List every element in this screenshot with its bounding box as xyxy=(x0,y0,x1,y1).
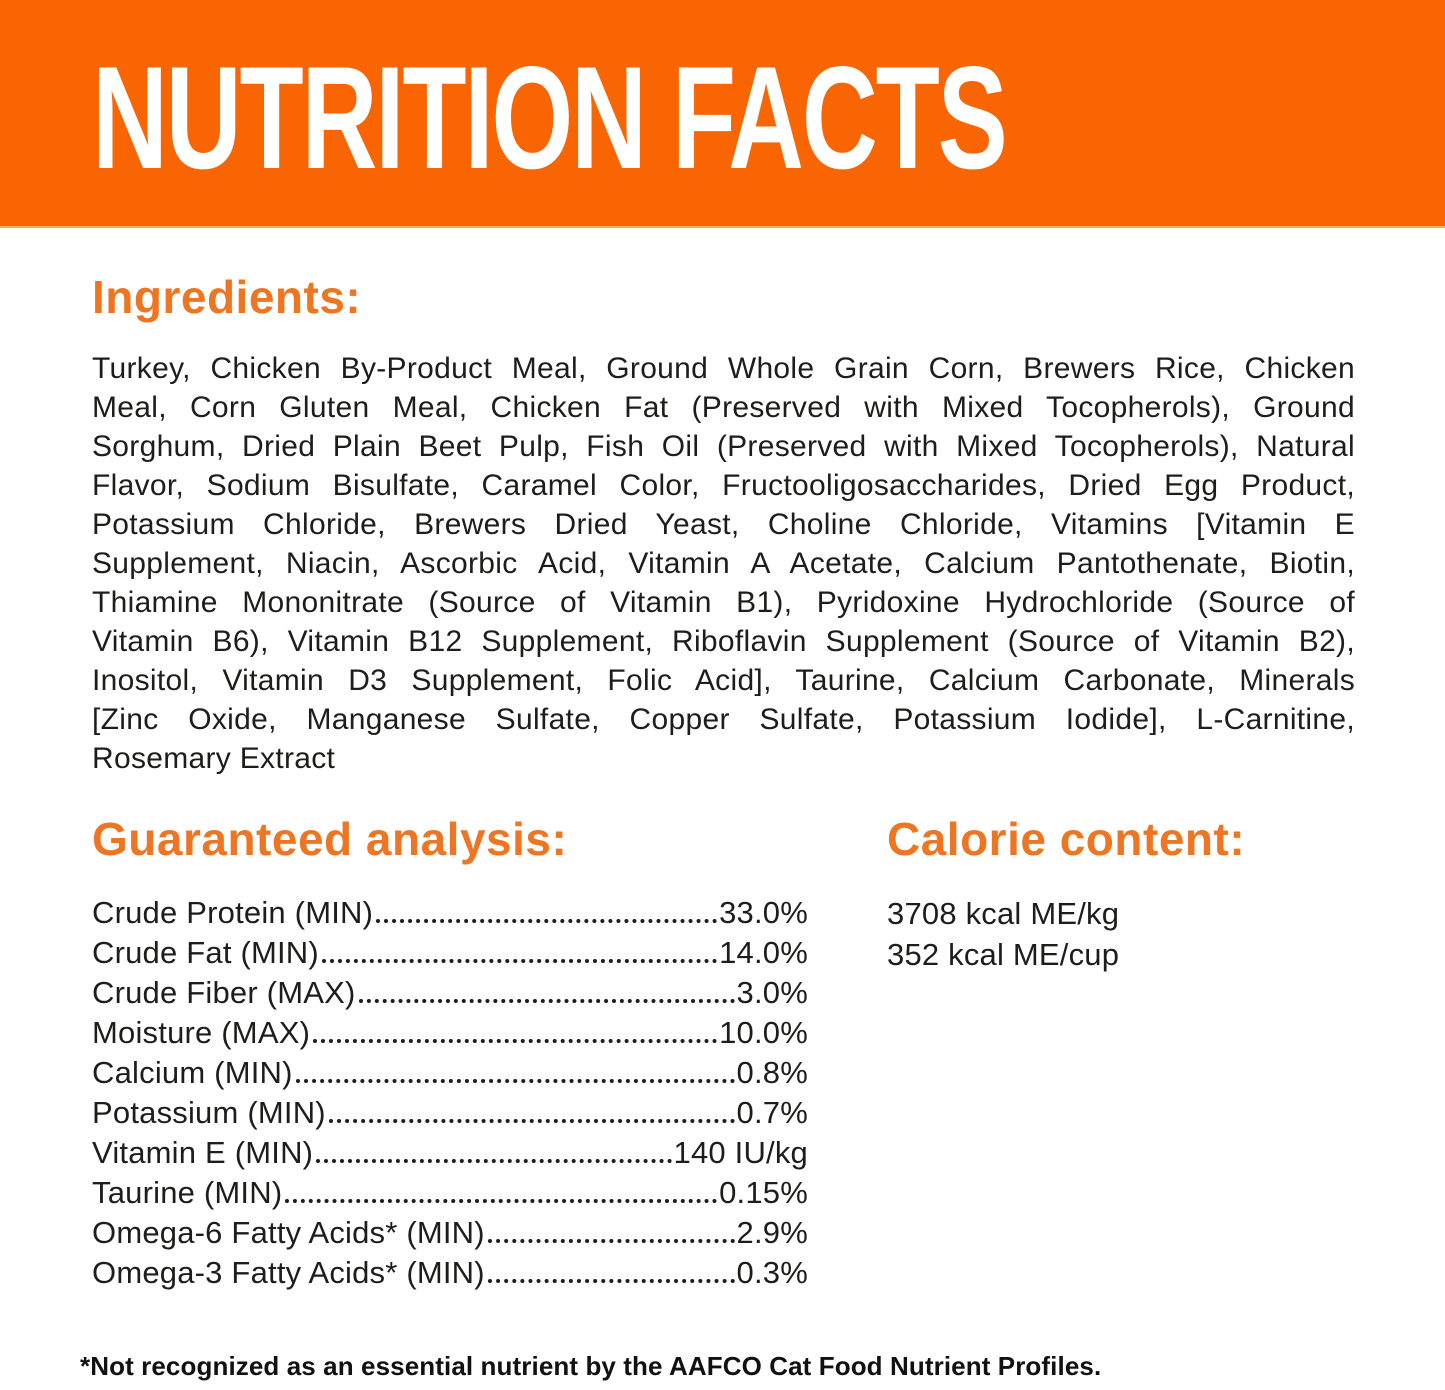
table-row: Moisture (MAX) 10.0% xyxy=(92,1013,808,1053)
ingredients-line: Sorghum, Dried Plain Beet Pulp, Fish Oil… xyxy=(92,429,1355,463)
analysis-and-calories: Guaranteed analysis: Crude Protein (MIN)… xyxy=(92,812,1355,1294)
ingredients-paragraph: Turkey, Chicken By-Product Meal, Ground … xyxy=(92,349,1355,778)
table-row: Crude Protein (MIN) 33.0% xyxy=(92,893,808,933)
leader-dots xyxy=(328,1119,735,1124)
ingredients-line: Inositol, Vitamin D3 Supplement, Folic A… xyxy=(92,663,1355,697)
nutrient-value: 2.9% xyxy=(736,1215,808,1251)
nutrient-label: Potassium (MIN) xyxy=(92,1095,326,1131)
leader-dots xyxy=(285,1199,718,1204)
guaranteed-analysis-table: Crude Protein (MIN) 33.0% Crude Fat (MIN… xyxy=(92,893,808,1293)
nutrient-label: Calcium (MIN) xyxy=(92,1055,293,1091)
ingredients-line: Turkey, Chicken By-Product Meal, Ground … xyxy=(92,351,1355,385)
nutrient-value: 10.0% xyxy=(719,1015,808,1051)
table-row: Crude Fiber (MAX) 3.0% xyxy=(92,973,808,1013)
nutrient-label: Crude Fat (MIN) xyxy=(92,935,319,971)
ingredients-line: Rosemary Extract xyxy=(92,741,336,775)
nutrient-value: 3.0% xyxy=(736,975,808,1011)
nutrient-label: Crude Protein (MIN) xyxy=(92,895,374,931)
nutrient-value: 14.0% xyxy=(719,935,808,971)
table-row: Omega-6 Fatty Acids* (MIN) 2.9% xyxy=(92,1213,808,1253)
page-title: NUTRITION FACTS xyxy=(92,36,1008,199)
nutrient-label: Moisture (MAX) xyxy=(92,1015,311,1051)
ingredients-heading: Ingredients: xyxy=(92,271,362,323)
table-row: Taurine (MIN) 0.15% xyxy=(92,1173,808,1213)
leader-dots xyxy=(316,1159,672,1164)
nutrient-label: Vitamin E (MIN) xyxy=(92,1135,314,1171)
leader-dots xyxy=(321,959,718,964)
calorie-content-section: Calorie content: 3708 kcal ME/kg 352 kca… xyxy=(887,812,1246,1294)
ingredients-line: [Zinc Oxide, Manganese Sulfate, Copper S… xyxy=(92,702,1355,736)
label-content: Ingredients: Turkey, Chicken By-Product … xyxy=(0,272,1445,1293)
ingredients-line: Vitamin B6), Vitamin B12 Supplement, Rib… xyxy=(92,624,1355,658)
nutrient-value: 0.3% xyxy=(736,1255,808,1291)
table-row: Calcium (MIN) 0.8% xyxy=(92,1053,808,1093)
header-banner: NUTRITION FACTS xyxy=(0,0,1445,228)
leader-dots xyxy=(487,1239,735,1244)
calorie-content-heading: Calorie content: xyxy=(887,812,1246,865)
leader-dots xyxy=(313,1039,718,1044)
nutrient-value: 33.0% xyxy=(719,895,808,931)
nutrient-value: 0.8% xyxy=(736,1055,808,1091)
nutrient-label: Omega-3 Fatty Acids* (MIN) xyxy=(92,1255,485,1291)
ingredients-line: Meal, Corn Gluten Meal, Chicken Fat (Pre… xyxy=(92,390,1355,424)
calorie-line: 352 kcal ME/cup xyxy=(887,937,1120,973)
leader-dots xyxy=(358,999,735,1004)
nutrient-value: 0.15% xyxy=(719,1175,808,1211)
calorie-line: 3708 kcal ME/kg xyxy=(887,896,1120,932)
table-row: Vitamin E (MIN) 140 IU/kg xyxy=(92,1133,808,1173)
ingredients-line: Flavor, Sodium Bisulfate, Caramel Color,… xyxy=(92,468,1355,502)
leader-dots xyxy=(376,919,718,924)
table-row: Crude Fat (MIN) 14.0% xyxy=(92,933,808,973)
table-row: Potassium (MIN) 0.7% xyxy=(92,1093,808,1133)
leader-dots xyxy=(295,1079,735,1084)
table-row: Omega-3 Fatty Acids* (MIN) 0.3% xyxy=(92,1253,808,1293)
calorie-values: 3708 kcal ME/kg 352 kcal ME/cup xyxy=(887,893,1245,975)
ingredients-line: Supplement, Niacin, Ascorbic Acid, Vitam… xyxy=(92,546,1355,580)
footnote: *Not recognized as an essential nutrient… xyxy=(80,1351,1102,1381)
guaranteed-analysis-heading: Guaranteed analysis: xyxy=(92,812,568,865)
ingredients-line: Thiamine Mononitrate (Source of Vitamin … xyxy=(92,585,1355,619)
guaranteed-analysis-section: Guaranteed analysis: Crude Protein (MIN)… xyxy=(92,812,808,1294)
nutrient-value: 0.7% xyxy=(736,1095,808,1131)
nutrient-label: Omega-6 Fatty Acids* (MIN) xyxy=(92,1215,485,1251)
leader-dots xyxy=(487,1279,735,1284)
ingredients-line: Potassium Chloride, Brewers Dried Yeast,… xyxy=(92,507,1355,541)
nutrient-label: Taurine (MIN) xyxy=(92,1175,283,1211)
nutrient-value: 140 IU/kg xyxy=(673,1135,808,1171)
nutrient-label: Crude Fiber (MAX) xyxy=(92,975,356,1011)
